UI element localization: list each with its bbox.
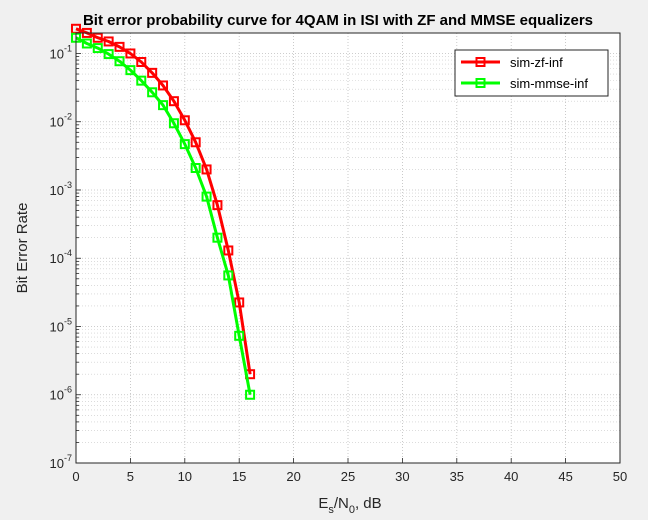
x-tick-label: 0 bbox=[72, 469, 79, 484]
x-tick-label: 40 bbox=[504, 469, 518, 484]
legend: sim-zf-inf sim-mmse-inf bbox=[454, 49, 609, 97]
data-point-sim-mmse-inf bbox=[81, 38, 92, 49]
legend-marker-mmse bbox=[475, 78, 486, 88]
data-point-sim-zf-inf bbox=[234, 297, 245, 308]
y-tick-label: 10-1 bbox=[50, 43, 72, 61]
y-tick-label: 10-6 bbox=[50, 385, 72, 403]
data-point-sim-zf-inf bbox=[147, 67, 158, 78]
x-tick-label: 10 bbox=[178, 469, 192, 484]
data-point-sim-mmse-inf bbox=[168, 118, 179, 129]
data-point-sim-zf-inf bbox=[158, 80, 169, 91]
y-tick-label: 10-4 bbox=[50, 248, 72, 266]
data-point-sim-mmse-inf bbox=[201, 191, 212, 202]
x-axis-label: Es/N0, dB bbox=[318, 495, 381, 516]
data-point-sim-zf-inf bbox=[179, 115, 190, 126]
y-tick-label: 10-7 bbox=[50, 453, 72, 471]
data-point-sim-zf-inf bbox=[212, 200, 223, 211]
data-point-sim-mmse-inf bbox=[158, 100, 169, 111]
x-tick-label: 45 bbox=[558, 469, 572, 484]
x-tick-label: 30 bbox=[395, 469, 409, 484]
data-point-sim-mmse-inf bbox=[223, 270, 234, 281]
x-tick-label: 15 bbox=[232, 469, 246, 484]
y-axis-label: Bit Error Rate bbox=[14, 203, 31, 294]
data-point-sim-mmse-inf bbox=[147, 87, 158, 98]
y-tick-label: 10-2 bbox=[50, 112, 72, 130]
data-point-sim-mmse-inf bbox=[103, 49, 114, 60]
data-point-sim-zf-inf bbox=[125, 48, 136, 59]
data-point-sim-zf-inf bbox=[223, 245, 234, 256]
data-point-sim-zf-inf bbox=[114, 41, 125, 52]
series-layer bbox=[71, 23, 256, 400]
x-tick-label: 20 bbox=[286, 469, 300, 484]
data-point-sim-mmse-inf bbox=[92, 43, 103, 54]
y-tick-labels: 10-7 10-6 10-5 10-4 10-3 10-2 10-1 bbox=[50, 43, 72, 471]
data-point-sim-mmse-inf bbox=[179, 139, 190, 150]
y-tick-label: 10-5 bbox=[50, 316, 72, 334]
legend-marker-zf bbox=[475, 57, 486, 67]
data-point-sim-zf-inf bbox=[136, 57, 147, 68]
data-point-sim-mmse-inf bbox=[234, 330, 245, 341]
x-tick-label: 25 bbox=[341, 469, 355, 484]
x-tick-label: 35 bbox=[450, 469, 464, 484]
legend-label-zf: sim-zf-inf bbox=[510, 55, 563, 70]
data-point-sim-mmse-inf bbox=[125, 65, 136, 76]
x-tick-labels: 0 5 10 15 20 25 30 35 40 45 50 bbox=[72, 469, 627, 484]
x-tick-label: 5 bbox=[127, 469, 134, 484]
data-point-sim-zf-inf bbox=[92, 32, 103, 43]
grid-minor bbox=[76, 56, 620, 443]
legend-label-mmse: sim-mmse-inf bbox=[510, 76, 588, 91]
data-point-sim-zf-inf bbox=[190, 137, 201, 148]
y-tick-label: 10-3 bbox=[50, 180, 72, 198]
data-point-sim-mmse-inf bbox=[136, 75, 147, 86]
data-point-sim-mmse-inf bbox=[190, 162, 201, 173]
data-point-sim-zf-inf bbox=[103, 36, 114, 47]
x-tick-label: 50 bbox=[613, 469, 627, 484]
tick-marks bbox=[75, 53, 621, 464]
chart-title: Bit error probability curve for 4QAM in … bbox=[83, 12, 593, 29]
data-point-sim-mmse-inf bbox=[114, 56, 125, 67]
data-point-sim-zf-inf bbox=[201, 164, 212, 175]
data-point-sim-mmse-inf bbox=[245, 389, 256, 400]
data-point-sim-zf-inf bbox=[168, 96, 179, 107]
data-point-sim-mmse-inf bbox=[212, 232, 223, 243]
